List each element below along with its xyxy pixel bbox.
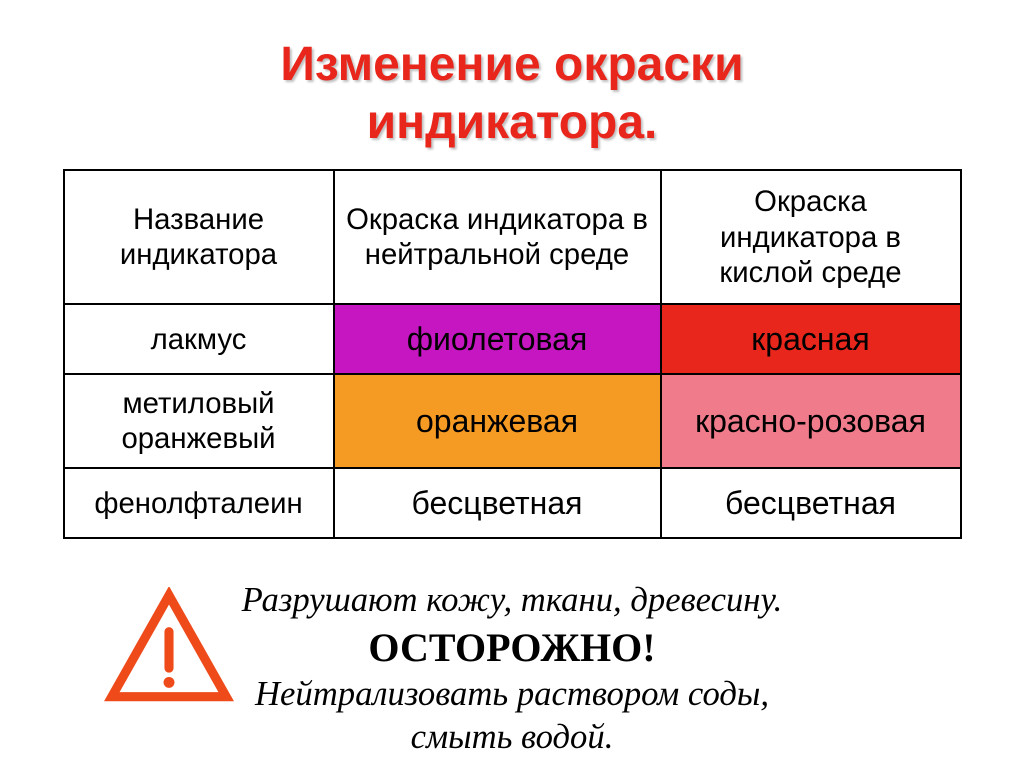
neutral-label: оранжевая bbox=[416, 403, 578, 439]
col-header-acid-text: Окраска индикатора в кислой среде bbox=[719, 185, 901, 288]
indicator-name-cell: метиловый оранжевый bbox=[64, 374, 334, 468]
indicator-name: фенолфталеин bbox=[94, 487, 302, 520]
col-header-name: Название индикатора bbox=[64, 170, 334, 304]
table-row: лакмус фиолетовая красная bbox=[64, 304, 961, 374]
indicator-name: лакмус bbox=[151, 323, 247, 356]
table-header-row: Название индикатора Окраска индикатора в… bbox=[64, 170, 961, 304]
acid-cell: бесцветная bbox=[661, 468, 961, 538]
title-line1: Изменение окраски bbox=[280, 38, 743, 91]
indicator-table: Название индикатора Окраска индикатора в… bbox=[63, 169, 962, 539]
col-header-neutral-text: Окраска индикатора в нейтральной среде bbox=[346, 203, 648, 271]
indicator-name: метиловый оранжевый bbox=[121, 387, 275, 455]
indicator-name-cell: лакмус bbox=[64, 304, 334, 374]
neutral-cell: бесцветная bbox=[334, 468, 661, 538]
neutral-cell: оранжевая bbox=[334, 374, 661, 468]
acid-label: красная bbox=[751, 321, 869, 357]
col-header-name-text: Название индикатора bbox=[120, 203, 277, 271]
neutral-label: фиолетовая bbox=[407, 321, 588, 357]
neutral-cell: фиолетовая bbox=[334, 304, 661, 374]
col-header-neutral: Окраска индикатора в нейтральной среде bbox=[334, 170, 661, 304]
acid-label: бесцветная bbox=[725, 485, 896, 521]
acid-label: красно-розовая bbox=[695, 403, 926, 439]
title-line2: индикатора. bbox=[367, 96, 658, 149]
indicator-name-cell: фенолфталеин bbox=[64, 468, 334, 538]
warning-line4: смыть водой. bbox=[0, 716, 1024, 759]
warning-triangle-icon bbox=[104, 587, 234, 705]
neutral-label: бесцветная bbox=[412, 485, 583, 521]
slide: Изменение окраски индикатора. Название и… bbox=[0, 0, 1024, 768]
slide-title: Изменение окраски индикатора. bbox=[0, 36, 1024, 151]
table-row: фенолфталеин бесцветная бесцветная bbox=[64, 468, 961, 538]
table-row: метиловый оранжевый оранжевая красно-роз… bbox=[64, 374, 961, 468]
warning-block: Разрушают кожу, ткани, древесину. ОСТОРО… bbox=[0, 579, 1024, 759]
acid-cell: красно-розовая bbox=[661, 374, 961, 468]
acid-cell: красная bbox=[661, 304, 961, 374]
col-header-acid: Окраска индикатора в кислой среде bbox=[661, 170, 961, 304]
